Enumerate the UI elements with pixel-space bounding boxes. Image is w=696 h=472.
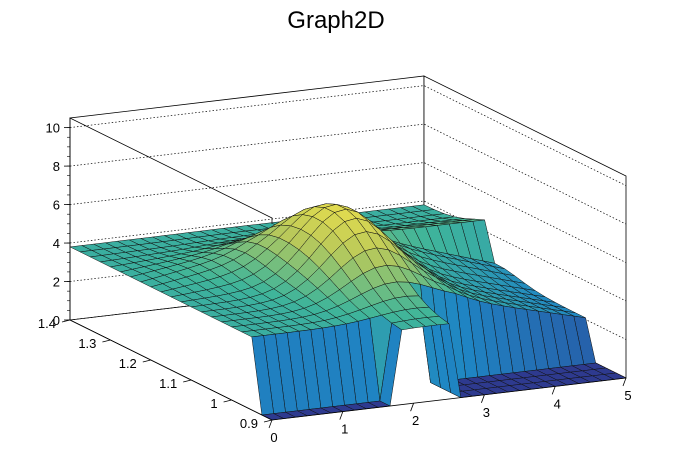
y-tick-label-2: 1.1 bbox=[159, 376, 177, 391]
y-tick-label-3: 1.2 bbox=[119, 356, 137, 371]
z-tick-label-3: 6 bbox=[53, 198, 60, 213]
x-tick-mark-2 bbox=[410, 403, 414, 412]
y-tick-label-5: 1.4 bbox=[38, 316, 56, 331]
y-tick-mark-4 bbox=[102, 339, 111, 343]
z-tick-label-0: 0 bbox=[53, 313, 60, 328]
surface bbox=[69, 203, 627, 421]
y-tick-mark-3 bbox=[142, 359, 151, 363]
x-tick-label-3: 3 bbox=[483, 405, 490, 420]
x-tick-mark-0 bbox=[268, 419, 273, 429]
x-tick-mark-4 bbox=[551, 386, 556, 395]
y-tick-mark-0 bbox=[263, 419, 273, 423]
front-box-edges bbox=[69, 319, 627, 421]
front-edge-x bbox=[271, 377, 627, 421]
chart-title: Graph2D bbox=[287, 7, 384, 34]
y-tick-label-1: 1 bbox=[210, 396, 217, 411]
x-tick-mark-1 bbox=[339, 411, 344, 420]
y-tick-label-4: 1.3 bbox=[78, 336, 96, 351]
z-tick-label-1: 2 bbox=[53, 275, 60, 290]
x-tick-label-0: 0 bbox=[270, 430, 277, 445]
x-tick-label-5: 5 bbox=[624, 388, 631, 403]
y-tick-label-0: 0.9 bbox=[240, 416, 258, 431]
x-tick-label-4: 4 bbox=[554, 396, 561, 411]
x-tick-label-1: 1 bbox=[341, 422, 348, 437]
y-tick-mark-1 bbox=[223, 399, 232, 403]
z-tick-label-4: 8 bbox=[53, 159, 60, 174]
y-tick-mark-2 bbox=[183, 379, 192, 383]
z-tick-label-5: 10 bbox=[46, 121, 60, 136]
x-tick-mark-3 bbox=[481, 394, 485, 403]
x-tick-mark-5 bbox=[622, 377, 627, 387]
x-tick-label-2: 2 bbox=[412, 413, 419, 428]
front-edge-y bbox=[69, 319, 273, 421]
z-tick-label-2: 4 bbox=[53, 236, 60, 251]
